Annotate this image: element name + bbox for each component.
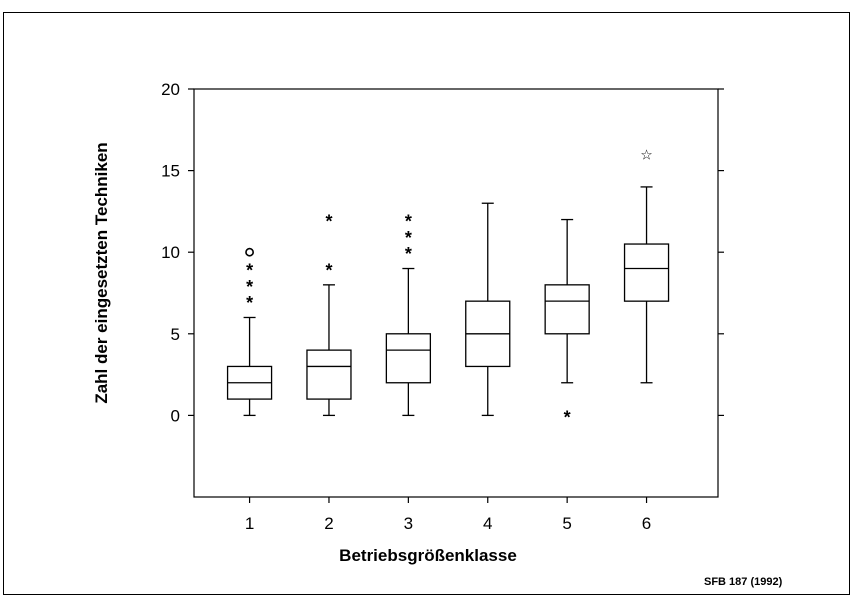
x-tick-label: 1	[245, 514, 254, 533]
x-tick-label: 6	[642, 514, 651, 533]
y-tick-label: 0	[171, 406, 180, 425]
outlier-star-marker: *	[246, 277, 253, 297]
x-tick-label: 3	[404, 514, 413, 533]
outlier-extreme-marker: ☆	[640, 146, 653, 162]
outlier-star-marker: *	[325, 261, 332, 281]
source-credit: SFB 187 (1992)	[704, 576, 783, 588]
iqr-box	[623, 243, 670, 302]
outlier-star-marker: *	[325, 212, 332, 232]
iqr-box	[306, 349, 352, 400]
x-tick-label: 4	[483, 514, 492, 533]
y-tick-label: 15	[161, 162, 180, 181]
box-group: 4	[465, 202, 511, 533]
outlier-star-marker: *	[246, 293, 253, 313]
box-group: ***3	[385, 212, 432, 533]
y-tick-label: 10	[161, 243, 180, 262]
box-group: ☆6	[623, 146, 670, 533]
box-series: ***1**2***3 4*5☆6	[226, 146, 670, 533]
outlier-far-marker	[245, 247, 254, 257]
outlier-star-marker: *	[405, 212, 412, 232]
outlier-star-marker: *	[405, 228, 412, 248]
box-group: *5	[544, 218, 590, 533]
y-tick-label: 5	[171, 325, 180, 344]
iqr-box	[544, 284, 590, 335]
x-tick-label: 5	[562, 514, 571, 533]
box-group: ***1	[226, 247, 273, 533]
box-group: * * 2	[306, 212, 352, 533]
y-axis-label: Zahl der eingesetzten Techniken	[92, 142, 111, 403]
plot-area	[193, 88, 719, 498]
outlier-star-marker: *	[564, 407, 571, 427]
y-axis-ticks: 0 5 10 15 20	[161, 80, 724, 425]
outlier-star-marker: *	[405, 244, 412, 264]
x-tick-label: 2	[324, 514, 333, 533]
y-tick-label: 20	[161, 80, 180, 99]
outlier-star-marker: *	[246, 261, 253, 281]
iqr-box	[385, 333, 432, 384]
figure-frame: 0 5 10 15 20 * * * 1 * * 2 * * * 3 4 * 5 ☆ 6 Betriebsgrößen…	[3, 12, 850, 595]
x-axis-label: Betriebsgrößenklasse	[339, 546, 517, 565]
